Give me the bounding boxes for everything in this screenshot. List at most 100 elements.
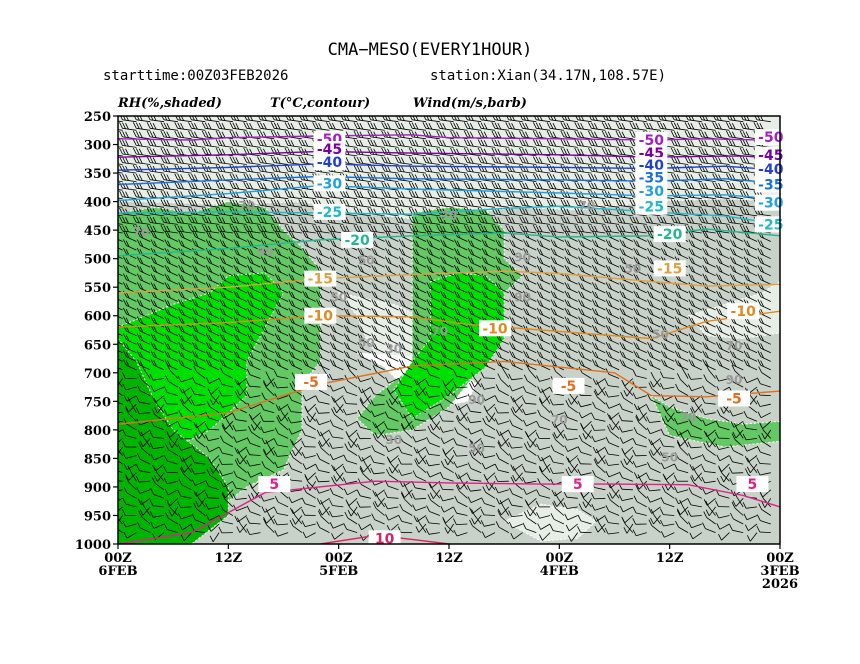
wind-barb-1049: [674, 290, 689, 302]
wind-barb-1062: [192, 299, 206, 311]
wind-barb-1446: [193, 365, 206, 379]
wind-barb-1799: [427, 425, 441, 439]
wind-barb-1898: [471, 440, 482, 456]
wind-barb-942: [523, 273, 537, 285]
wind-barb-1085: [509, 299, 523, 311]
wind-barb-2014: [746, 457, 758, 473]
wind-barb-65: [339, 122, 358, 131]
wind-barb-2253: [731, 501, 744, 516]
wind-barb-1206: [192, 324, 206, 337]
wind-barb-1999: [541, 456, 551, 473]
wind-barb-640: [326, 224, 344, 234]
wind-barb-1325: [509, 342, 523, 354]
wind-barb-1017: [233, 290, 247, 302]
wind-barb-1014: [192, 290, 206, 302]
wind-barb-2345: [675, 520, 689, 533]
wind-barb-2125: [288, 496, 303, 504]
wind-barb-83: [588, 122, 606, 131]
temp-contour-label: -35: [758, 178, 783, 194]
wind-barb-1692: [278, 406, 289, 422]
wind-barb-1823: [760, 424, 772, 439]
temp-contour--25: [118, 205, 780, 226]
wind-barb-2258: [138, 510, 151, 525]
wind-barb-1354: [247, 350, 261, 362]
wind-barb-2169: [233, 504, 247, 512]
wind-barb-786: [357, 247, 371, 260]
wind-barb-1705: [458, 405, 468, 422]
wind-barb-1068: [274, 299, 289, 311]
wind-barb-1368: [440, 350, 454, 362]
wind-barb-748: [495, 239, 509, 251]
wind-barb-484: [160, 199, 178, 208]
wind-barb-1343: [757, 342, 771, 354]
temp-label-bg: [635, 169, 668, 186]
wind-barb-2126: [302, 486, 316, 499]
wind-barb-469: [615, 190, 633, 200]
wind-barb-1431: [647, 359, 661, 371]
wind-barb-679: [205, 230, 220, 242]
wind-barb-39: [644, 116, 661, 123]
wind-barb-85: [615, 122, 633, 131]
wind-barb-1398: [192, 359, 206, 371]
wind-barb-1303: [205, 342, 220, 354]
temp-contour-label: -10: [731, 304, 757, 320]
wind-barb-1707: [484, 406, 496, 422]
wind-barb-853: [619, 256, 634, 268]
wind-barb-1067: [260, 299, 275, 311]
wind-barb-1255: [205, 333, 220, 345]
wind-barb-2011: [701, 465, 716, 474]
wind-barb-1697: [343, 420, 358, 427]
wind-barb-831: [316, 256, 330, 268]
wind-barb-2191: [535, 500, 551, 508]
wind-barb-1775: [761, 429, 772, 440]
wind-barb-1191: [647, 316, 661, 328]
wind-barb-1912: [660, 451, 675, 458]
wind-barb-2138: [467, 496, 482, 503]
x-tick-label: 2026: [762, 577, 798, 592]
y-tick-label: 750: [84, 395, 111, 410]
wind-barb-762: [688, 239, 702, 251]
wind-barb-31: [533, 116, 551, 123]
wind-barb-2281: [453, 518, 468, 525]
wind-barb-1467: [480, 371, 496, 379]
wind-barb-1059: [150, 299, 165, 311]
wind-barb-99: [146, 130, 165, 140]
wind-barb-1670: [635, 412, 647, 421]
wind-barb-356: [381, 173, 399, 182]
wind-barb-1327: [536, 342, 551, 354]
wind-barb-525: [726, 199, 744, 208]
wind-barb-281: [670, 156, 689, 165]
wind-barb-824: [219, 256, 234, 268]
wind-barb-1172: [385, 316, 399, 328]
y-tick-label: 450: [84, 224, 111, 239]
wind-barb-973: [288, 282, 303, 294]
wind-barb-650: [463, 224, 482, 234]
wind-barb-2210: [140, 500, 151, 516]
wind-barb-865: [123, 264, 137, 277]
wind-barb-2197: [619, 505, 634, 513]
wind-barb-1023: [316, 290, 330, 302]
wind-barb-1893: [398, 446, 413, 456]
wind-barb-1182: [523, 316, 537, 328]
wind-barb-1778: [139, 438, 151, 448]
wind-barb-2155: [703, 497, 716, 506]
wind-barb-285: [726, 156, 744, 165]
wind-barb-1498: [246, 380, 261, 388]
wind-barb-921: [233, 273, 247, 285]
wind-barb-682: [247, 230, 261, 242]
wind-barb-2225: [346, 501, 358, 516]
wind-barb-1468: [499, 362, 510, 379]
wind-barb-1585: [125, 403, 137, 413]
wind-barb-1626: [691, 403, 703, 413]
wind-barb-1107: [150, 307, 165, 319]
wind-barb-1374: [523, 350, 537, 362]
wind-barb-1959: [648, 451, 661, 465]
wind-barb-2302: [744, 523, 758, 532]
wind-barb-302: [298, 164, 316, 174]
wind-barb-1092: [605, 299, 620, 311]
wind-barb-914: [136, 273, 151, 285]
wind-barb-1213: [288, 324, 303, 337]
wind-barb-1927: [209, 463, 220, 474]
temp-label-bg: [653, 260, 686, 277]
wind-barb-2053: [619, 471, 634, 482]
